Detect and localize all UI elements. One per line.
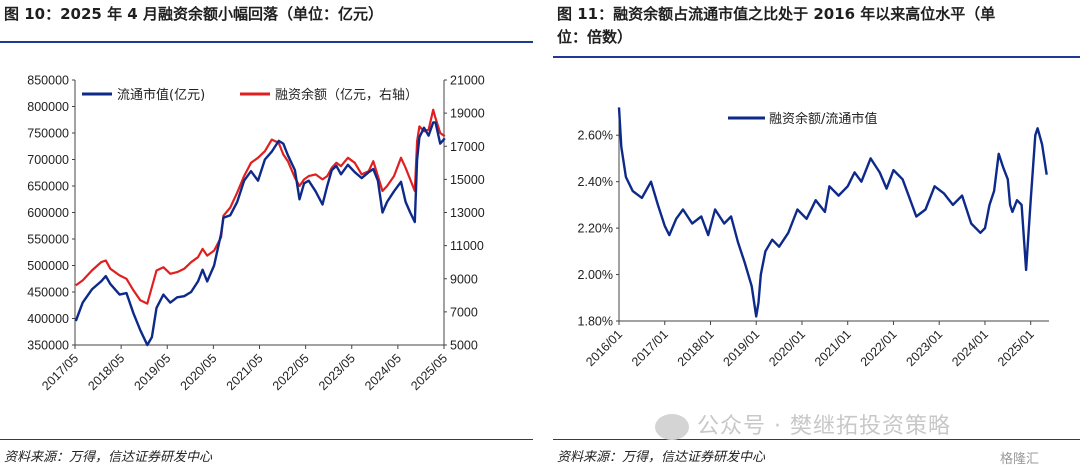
source-badge: 格隆汇 <box>1000 452 1040 467</box>
x-tick-label: 2022/01 <box>858 327 900 369</box>
right-title-line1: 图 11：融资余额占流通市值之比处于 2016 年以来高位水平（单 <box>557 5 996 23</box>
legend-financing-label: 融资余额（亿元，右轴） <box>275 87 418 103</box>
x-tick-label: 2023/05 <box>316 351 358 393</box>
left-source-rule <box>0 439 533 440</box>
legend-ratio-label: 融资余额/流通市值 <box>769 111 877 127</box>
right-y-tick-label: 11000 <box>450 239 484 253</box>
left-y-tick-label: 400000 <box>27 312 69 326</box>
left-y-tick-label: 450000 <box>27 286 69 300</box>
left-y-tick-label: 800000 <box>27 100 69 114</box>
right-chart-title: 图 11：融资余额占流通市值之比处于 2016 年以来高位水平（单 位：倍数） <box>557 3 995 49</box>
left-chart-title: 图 10：2025 年 4 月融资余额小幅回落（单位：亿元） <box>4 5 383 23</box>
right-chart-panel: 图 11：融资余额占流通市值之比处于 2016 年以来高位水平（单 位：倍数） … <box>553 0 1080 469</box>
left-y-tick-label: 700000 <box>27 153 69 167</box>
x-tick-label: 2021/05 <box>224 351 266 393</box>
right-y-tick-label: 5000 <box>450 339 478 353</box>
right-chart-svg: 1.80%2.00%2.20%2.40%2.60%2016/01 2017/01 2… <box>578 107 1049 369</box>
right-y-tick-label: 7000 <box>450 305 478 319</box>
right-y-tick-label: 19000 <box>450 107 485 121</box>
y-tick-label: 2.40% <box>578 175 613 189</box>
wechat-icon <box>655 414 689 440</box>
left-y-tick-label: 500000 <box>27 259 69 273</box>
right-y-tick-label: 21000 <box>450 74 485 88</box>
x-tick-label: 2024/05 <box>362 351 404 393</box>
left-y-tick-label: 750000 <box>27 127 69 141</box>
x-tick-label: 2018/01 <box>675 327 717 369</box>
y-tick-label: 2.00% <box>578 268 613 282</box>
left-chart-panel: 图 10：2025 年 4 月融资余额小幅回落（单位：亿元） 350000 400… <box>0 0 533 469</box>
right-source-rule <box>553 439 1080 440</box>
right-y-tick-label: 13000 <box>450 206 485 220</box>
right-y-tick-label: 9000 <box>450 272 478 286</box>
x-tick-label: 2025/01 <box>995 327 1037 369</box>
x-tick-label: 2025/05 <box>408 351 450 393</box>
x-tick-label: 2023/01 <box>903 327 945 369</box>
left-y-tick-label: 600000 <box>27 206 69 220</box>
ratio-line <box>617 107 1048 318</box>
left-y-tick-label: 350000 <box>27 339 69 353</box>
x-tick-label: 2020/01 <box>766 327 808 369</box>
x-tick-label: 2017/05 <box>39 351 81 393</box>
right-y-tick-label: 15000 <box>450 173 485 187</box>
x-tick-label: 2020/05 <box>178 351 220 393</box>
watermark: 公众号 · 樊继拓投资策略 <box>655 408 951 440</box>
y-tick-label: 2.60% <box>578 129 613 143</box>
financing-balance-line <box>75 108 446 305</box>
left-y-tick-label: 550000 <box>27 233 69 247</box>
left-y-tick-label: 650000 <box>27 180 69 194</box>
x-tick-label: 2021/01 <box>812 327 854 369</box>
right-title-rule <box>553 56 1080 58</box>
left-chart-source: 资料来源：万得，信达证券研发中心 <box>4 450 213 465</box>
x-tick-label: 2024/01 <box>949 327 991 369</box>
legend-market-cap-label: 流通市值(亿元) <box>117 87 205 103</box>
y-tick-label: 1.80% <box>578 315 613 329</box>
left-y-tick-label: 850000 <box>27 74 69 88</box>
right-title-line2: 位：倍数） <box>557 28 633 46</box>
x-tick-label: 2017/01 <box>629 327 671 369</box>
x-tick-label: 2016/01 <box>583 327 625 369</box>
y-tick-label: 2.20% <box>578 222 613 236</box>
x-tick-label: 2018/05 <box>85 351 127 393</box>
x-tick-label: 2019/01 <box>721 327 763 369</box>
right-chart-source: 资料来源：万得，信达证券研发中心 <box>557 450 766 465</box>
left-chart-svg: 350000 400000 450000 500000 550000 600000 6500… <box>27 74 485 394</box>
left-title-rule <box>0 41 533 43</box>
right-y-tick-label: 17000 <box>450 140 485 154</box>
watermark-text: 公众号 · 樊继拓投资策略 <box>697 414 951 439</box>
market-cap-line <box>74 121 446 347</box>
x-tick-label: 2022/05 <box>270 351 312 393</box>
x-tick-label: 2019/05 <box>132 351 174 393</box>
